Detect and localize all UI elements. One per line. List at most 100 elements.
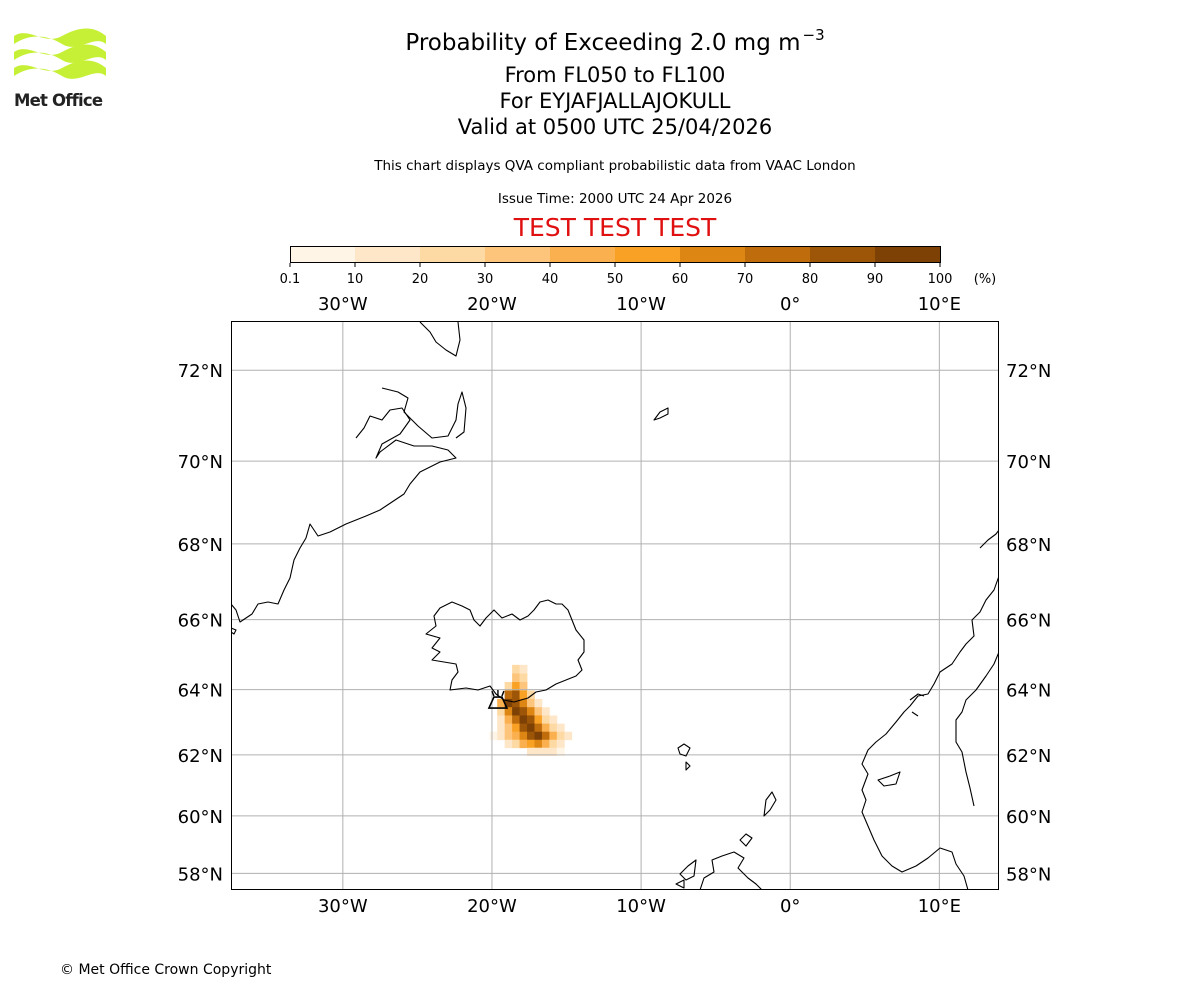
chart-title: Probability of Exceeding 2.0 mg m −3 — [0, 26, 1200, 56]
latitude-label: 62°N — [1006, 746, 1051, 767]
plume-cell — [497, 698, 506, 708]
met-office-logo-waves — [14, 28, 106, 79]
plume-cell — [512, 723, 520, 733]
plume-cell — [519, 664, 528, 674]
plume-cell — [549, 715, 558, 725]
plume-cell — [489, 731, 498, 741]
latitude-label: 70°N — [178, 452, 223, 473]
plume-cell — [497, 723, 506, 733]
longitude-label: 10°E — [918, 294, 961, 315]
plume-cell — [504, 715, 513, 725]
plume-cell — [534, 698, 543, 708]
plume-cell — [519, 707, 528, 716]
qva-disclaimer: This chart displays QVA compliant probab… — [374, 158, 856, 174]
ash-probability-field — [489, 664, 573, 757]
plume-cell — [541, 715, 550, 725]
plume-cell — [504, 707, 513, 716]
coastline-orkney — [739, 833, 753, 847]
plume-cell — [556, 723, 565, 733]
plume-cell — [564, 731, 573, 741]
plume-cell — [497, 715, 506, 725]
plume-cell — [556, 739, 565, 749]
plume-cell — [504, 731, 513, 741]
plume-cell — [527, 723, 535, 733]
issue-time: Issue Time: 2000 UTC 24 Apr 2026 — [497, 191, 733, 207]
plume-cell — [527, 739, 535, 749]
flight-level-range: From FL050 to FL100 — [504, 63, 726, 87]
longitude-label: 20°W — [467, 896, 517, 917]
plume-cell — [512, 682, 520, 691]
coastline-norway — [861, 575, 999, 890]
volcano-eruption-icon — [491, 690, 505, 697]
plume-cell — [534, 715, 543, 725]
plume-cell — [527, 715, 535, 725]
latitude-label: 60°N — [1006, 807, 1051, 828]
longitude-label: 10°W — [616, 896, 666, 917]
latitude-label: 68°N — [178, 535, 223, 556]
latitude-label: 68°N — [1006, 535, 1051, 556]
plume-cell — [549, 739, 558, 749]
plume-cell — [527, 747, 535, 757]
longitude-label: 30°W — [318, 896, 368, 917]
plume-cell — [497, 731, 506, 741]
plume-cell — [512, 664, 520, 674]
plume-cell — [512, 731, 520, 741]
plume-cell — [534, 707, 543, 716]
plume-cell — [527, 707, 535, 716]
plume-cell — [512, 707, 520, 716]
coastline-jan-mayen — [653, 407, 669, 421]
plume-cell — [534, 731, 543, 741]
valid-time: Valid at 0500 UTC 25/04/2026 — [457, 115, 773, 139]
plume-cell — [527, 698, 535, 708]
plume-cell — [549, 747, 558, 757]
plume-cell — [519, 673, 528, 683]
latitude-label: 64°N — [178, 681, 223, 702]
plume-cell — [556, 731, 565, 741]
coastline-norway-north — [877, 529, 999, 787]
longitude-label: 10°E — [918, 896, 961, 917]
plume-cell — [512, 690, 520, 700]
plume-cell — [534, 739, 543, 749]
volcano-marker — [487, 690, 509, 709]
plume-cell — [519, 690, 528, 700]
graticule — [231, 321, 999, 890]
plume-cell — [497, 707, 506, 716]
plume-cell — [549, 723, 558, 733]
longitude-label: 0° — [780, 294, 800, 315]
longitude-label: 30°W — [318, 294, 368, 315]
latitude-label: 72°N — [1006, 361, 1051, 382]
latitude-label: 64°N — [1006, 681, 1051, 702]
longitude-label: 10°W — [616, 294, 666, 315]
coastline-scotland — [675, 851, 763, 890]
plume-cell — [527, 731, 535, 741]
plume-cell — [519, 682, 528, 691]
plume-cell — [504, 698, 513, 708]
map-frame — [231, 321, 999, 890]
plume-cell — [534, 723, 543, 733]
latitude-label: 66°N — [178, 611, 223, 632]
plume-cell — [519, 715, 528, 725]
plume-cell — [519, 698, 528, 708]
latitude-label: 60°N — [178, 807, 223, 828]
plume-cell — [504, 682, 513, 691]
latitude-labels-right: 72°N 70°N 68°N 66°N 64°N 62°N 60°N 58°N — [1006, 361, 1051, 885]
plume-cell — [541, 739, 550, 749]
plume-cell — [512, 715, 520, 725]
latitude-label: 62°N — [178, 746, 223, 767]
coastline-greenland-fjord — [381, 387, 467, 439]
plume-cell — [504, 723, 513, 733]
plume-cell — [504, 690, 513, 700]
latitude-labels-left: 72°N 70°N 68°N 66°N 64°N 62°N 60°N 58°N — [178, 361, 223, 885]
latitude-label: 66°N — [1006, 611, 1051, 632]
coastline-shetland — [763, 791, 777, 817]
plume-cell — [512, 698, 520, 708]
test-banner: TEST TEST TEST — [513, 213, 717, 242]
coastline-iceland — [425, 599, 585, 703]
latitude-label: 72°N — [178, 361, 223, 382]
title-text: Probability of Exceeding 2.0 mg m — [405, 30, 801, 56]
plume-cell — [519, 739, 528, 749]
title-unit-exponent: −3 — [802, 26, 825, 44]
plume-cell — [549, 731, 558, 741]
plume-cell — [541, 723, 550, 733]
